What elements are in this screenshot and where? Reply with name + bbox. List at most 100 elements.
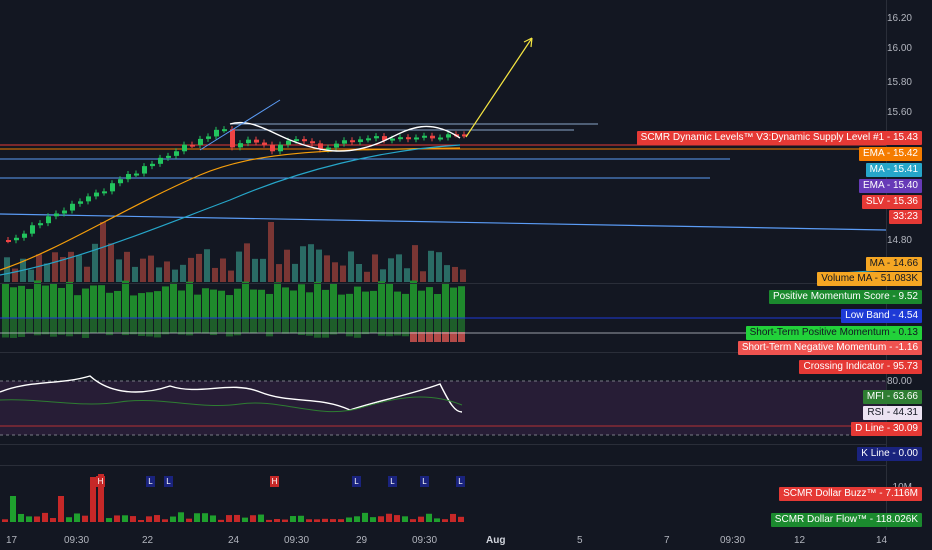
oscillator-tick: 80.00: [886, 376, 912, 387]
candle: [254, 139, 259, 143]
momentum-bar: [386, 283, 393, 318]
candle: [406, 137, 411, 140]
momentum-bar: [242, 281, 249, 318]
buzz-bar: [122, 515, 128, 522]
momentum-bar: [10, 287, 17, 318]
volume-bar: [204, 249, 210, 282]
volume-bar: [364, 271, 370, 282]
candle: [422, 135, 427, 138]
candle: [374, 136, 379, 139]
momentum-bar: [98, 318, 105, 334]
momentum-bar: [82, 318, 89, 338]
momentum-bar: [274, 318, 281, 333]
candle: [414, 137, 419, 140]
buzz-bar: [314, 519, 320, 522]
buzz-bar: [210, 515, 216, 522]
momentum-bar: [258, 289, 265, 318]
volume-bar: [308, 244, 314, 282]
negative-momentum-bar: [442, 332, 449, 342]
ema-label-secondary: EMA - 15.40: [858, 179, 922, 193]
pane-separator-momentum: [0, 283, 886, 284]
buzz-bar: [426, 513, 432, 522]
momentum-bar: [10, 318, 17, 338]
momentum-bar: [106, 318, 113, 336]
candle: [286, 140, 291, 145]
price-tick: 14.80: [886, 235, 912, 246]
dollar-flow-label: SCMR Dollar Flow™ - 118.026K: [770, 513, 922, 527]
momentum-bar: [458, 286, 465, 318]
volume-bar: [340, 265, 346, 282]
momentum-bar: [130, 295, 137, 318]
momentum-bar: [242, 318, 249, 333]
volume-bar: [156, 267, 162, 282]
pane-separator-kline: [0, 444, 886, 445]
candle: [230, 129, 235, 148]
candle: [206, 136, 211, 139]
volume-bar: [436, 252, 442, 282]
momentum-bar: [194, 294, 201, 318]
volume-bar: [252, 258, 258, 282]
projection-arrowhead: [523, 37, 533, 48]
volume-bar: [292, 263, 298, 282]
volume-bar: [28, 269, 34, 282]
momentum-bar: [426, 287, 433, 318]
volume-bar: [452, 266, 458, 282]
slv-label: SLV - 15.36: [861, 195, 922, 209]
momentum-bar: [26, 288, 33, 318]
volume-bar: [316, 249, 322, 282]
candle: [142, 166, 147, 174]
momentum-bar: [370, 290, 377, 318]
momentum-bar: [290, 318, 297, 334]
buzz-bar: [170, 516, 176, 522]
candle: [342, 140, 347, 144]
buzz-bar: [298, 515, 304, 522]
mfi-label: MFI - 63.66: [862, 390, 922, 404]
candle: [70, 203, 75, 211]
momentum-bar: [410, 280, 417, 318]
momentum-bar: [442, 282, 449, 318]
projection-arrow: [465, 37, 533, 138]
candle: [110, 183, 115, 192]
volume-bar: [380, 269, 386, 282]
candle: [134, 173, 139, 176]
buzz-bar: [106, 518, 112, 522]
volume-bar: [132, 266, 138, 282]
momentum-bar: [282, 287, 289, 318]
candle: [278, 144, 283, 152]
candle: [30, 225, 35, 234]
volume-bar: [140, 258, 146, 282]
time-tick: 29: [356, 535, 368, 546]
volume-bar: [84, 266, 90, 282]
candle: [46, 216, 51, 224]
momentum-bar: [154, 318, 161, 338]
volume-bar: [76, 255, 82, 282]
buzz-bar: [178, 512, 184, 522]
momentum-bar: [394, 291, 401, 318]
momentum-bar: [298, 284, 305, 318]
volume-bar: [196, 253, 202, 282]
volume-bar: [220, 258, 226, 282]
pane-separator-buzz: [0, 465, 886, 466]
candle: [310, 141, 315, 144]
crossing-indicator-label: Crossing Indicator - 95.73: [799, 360, 922, 374]
buzz-bar: [218, 519, 224, 522]
momentum-bar: [402, 293, 409, 318]
candle: [118, 179, 123, 184]
candle: [462, 134, 467, 137]
buzz-bar: [370, 517, 376, 522]
time-tick: 09:30: [64, 535, 90, 546]
k-line-label: K Line - 0.00: [857, 447, 922, 461]
momentum-bar: [98, 285, 105, 318]
momentum-bar: [282, 318, 289, 334]
candle: [102, 191, 107, 194]
candle: [22, 233, 27, 238]
time-axis[interactable]: [0, 530, 932, 550]
volume-bar: [276, 264, 282, 282]
momentum-bar: [346, 293, 353, 318]
buzz-bar: [346, 517, 352, 522]
momentum-bar: [50, 318, 57, 337]
buzz-bar: [194, 513, 200, 522]
low-signal-marker: L: [388, 476, 397, 487]
volume-bar: [420, 271, 426, 282]
